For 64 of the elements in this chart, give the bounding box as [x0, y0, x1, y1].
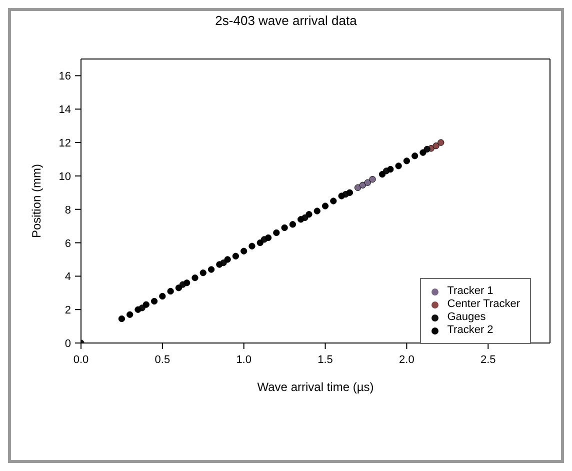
point: [403, 158, 410, 164]
point: [411, 152, 418, 160]
point: [432, 142, 440, 150]
y-tick-label: 6: [64, 238, 71, 250]
x-tick-label: 1.0: [236, 354, 252, 366]
point: [200, 270, 206, 276]
point: [298, 216, 304, 223]
point: [378, 170, 386, 178]
x-tick-label: 0.0: [73, 354, 89, 366]
point: [126, 311, 134, 318]
legend-label: Gauges: [447, 311, 486, 324]
y-tick-label: 14: [58, 104, 71, 116]
x-tick-label: 2.0: [399, 354, 414, 366]
legend-label: Tracker 2: [447, 324, 494, 337]
point: [322, 202, 329, 210]
point: [359, 182, 366, 188]
point: [264, 234, 272, 242]
x-tick-label: 2.5: [480, 354, 496, 366]
legend-label: Center Tracker: [447, 298, 520, 311]
y-tick-label: 2: [64, 304, 71, 317]
y-tick-label: 16: [58, 70, 71, 83]
y-tick-label: 4: [64, 271, 71, 284]
point: [167, 288, 174, 295]
point: [273, 229, 280, 236]
point: [314, 208, 320, 214]
point: [240, 248, 248, 254]
point: [248, 242, 256, 250]
point: [354, 184, 362, 191]
y-tick-label: 12: [58, 138, 71, 150]
point: [134, 306, 142, 313]
point: [208, 266, 215, 273]
point: [232, 252, 240, 260]
point: [224, 256, 231, 263]
point: [395, 162, 402, 170]
point: [364, 179, 371, 186]
point: [369, 176, 376, 183]
point: [216, 261, 223, 268]
y-axis-title: Position (mm): [29, 164, 44, 238]
point: [438, 139, 444, 146]
point: [306, 211, 312, 218]
point: [118, 315, 126, 322]
point: [256, 239, 264, 246]
y-tick-label: 8: [64, 204, 71, 216]
point: [338, 192, 345, 200]
point: [424, 146, 430, 153]
point: [281, 224, 288, 232]
point: [142, 301, 150, 308]
point: [420, 149, 426, 156]
x-tick-label: 1.5: [318, 354, 333, 366]
point: [159, 292, 166, 300]
y-tick-label: 0: [64, 338, 71, 350]
point: [346, 189, 354, 196]
y-tick-label: 10: [58, 170, 71, 183]
point: [150, 298, 158, 305]
point: [387, 166, 394, 173]
x-tick-label: 0.5: [154, 354, 170, 366]
point: [192, 274, 198, 282]
point: [184, 280, 190, 286]
point: [289, 221, 296, 228]
point: [175, 284, 182, 292]
point: [330, 198, 337, 204]
x-axis-title: Wave arrival time (µs): [257, 380, 374, 394]
legend-label: Tracker 1: [447, 285, 494, 298]
chart-title: 2s-403 wave arrival data: [214, 12, 358, 28]
